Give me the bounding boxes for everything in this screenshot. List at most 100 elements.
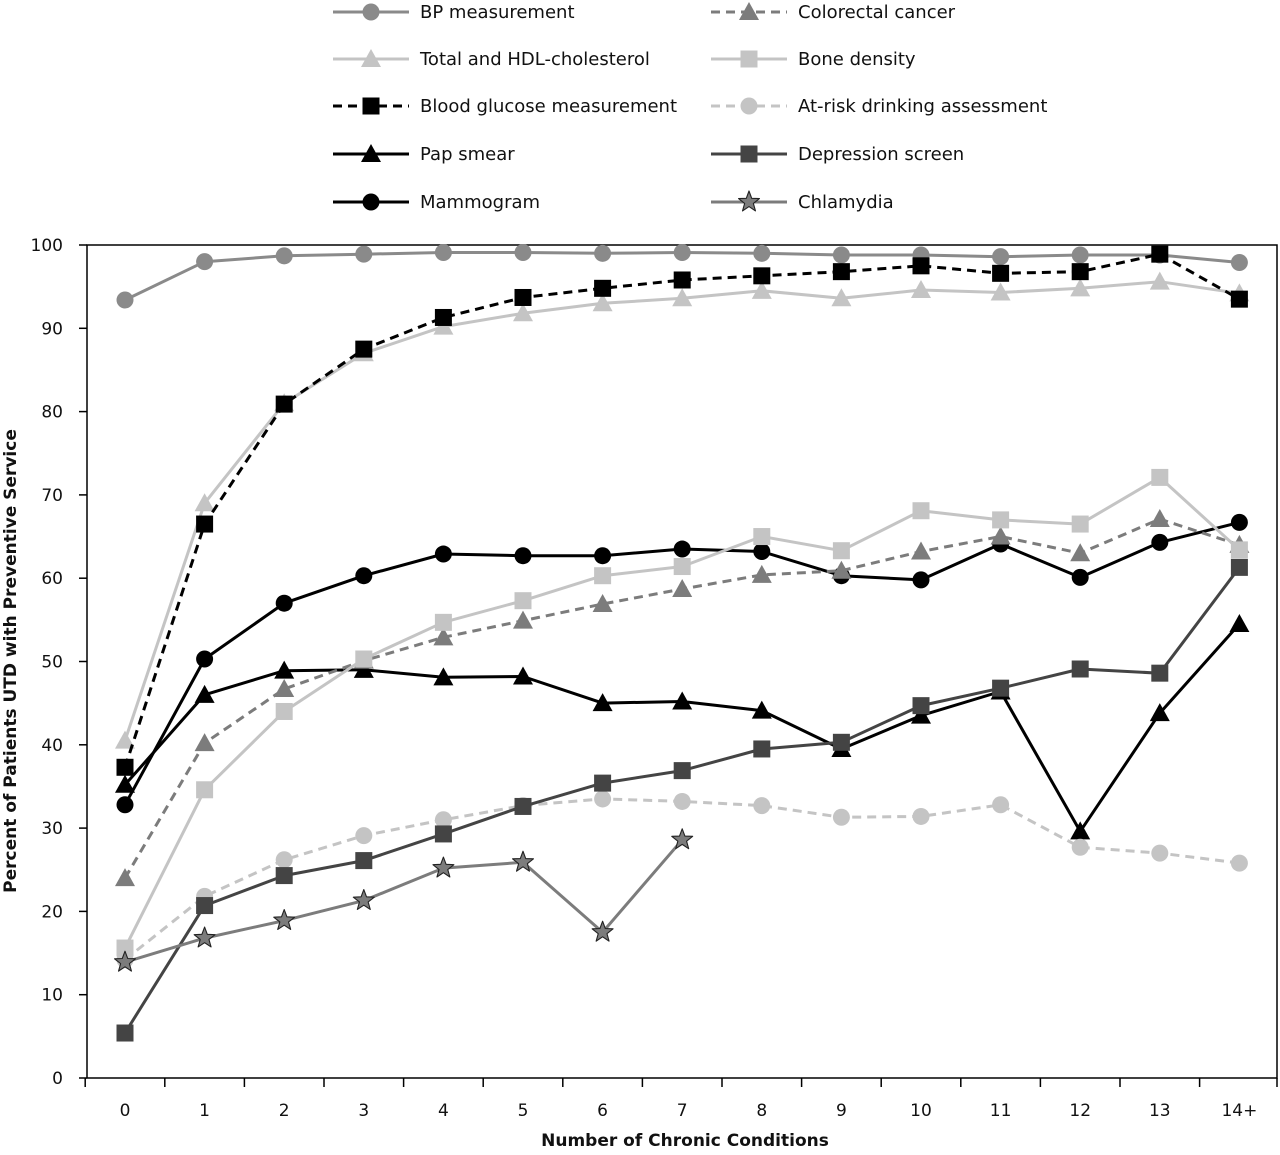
data-point-at-risk-drinking-assessment — [1230, 854, 1248, 872]
data-point-depression-screen — [912, 697, 930, 715]
data-point-depression-screen — [673, 762, 691, 780]
data-point-at-risk-drinking-assessment — [1151, 844, 1169, 862]
data-point-chlamydia — [113, 950, 137, 972]
y-tick-label: 10 — [41, 986, 63, 1006]
legend-entry-mammogram: Mammogram — [333, 192, 540, 213]
data-point-total-and-hdl-cholesterol — [1070, 278, 1091, 297]
data-point-total-and-hdl-cholesterol — [751, 280, 772, 299]
data-point-pap-smear — [353, 659, 374, 678]
data-point-at-risk-drinking-assessment — [275, 851, 293, 869]
data-point-pap-smear — [1070, 821, 1091, 840]
legend-marker — [740, 145, 758, 163]
data-point-bp-measurement — [1071, 246, 1089, 264]
x-tick-label: 14+ — [1221, 1101, 1257, 1121]
legend-label: Mammogram — [420, 192, 540, 213]
x-tick-label: 10 — [910, 1101, 932, 1121]
data-point-bp-measurement — [832, 246, 850, 264]
data-point-colorectal-cancer — [115, 868, 135, 887]
y-tick-label: 30 — [41, 819, 63, 839]
data-point-colorectal-cancer — [513, 610, 533, 629]
data-point-blood-glucose-measurement — [673, 271, 691, 289]
x-tick-label: 0 — [120, 1101, 131, 1121]
data-point-at-risk-drinking-assessment — [912, 807, 930, 825]
x-tick-label: 8 — [756, 1101, 767, 1121]
x-tick-label: 3 — [358, 1101, 369, 1121]
data-point-bone-density — [594, 567, 612, 585]
data-point-bone-density — [1230, 541, 1248, 559]
y-tick-label: 60 — [41, 569, 63, 589]
data-point-blood-glucose-measurement — [116, 758, 134, 776]
data-point-mammogram — [196, 650, 214, 668]
legend-marker — [740, 50, 758, 68]
data-point-total-and-hdl-cholesterol — [831, 288, 852, 307]
data-point-blood-glucose-measurement — [434, 308, 452, 326]
data-point-pap-smear — [672, 691, 693, 710]
data-point-bp-measurement — [992, 248, 1010, 266]
series-bp-measurement — [116, 243, 1248, 309]
data-point-total-and-hdl-cholesterol — [513, 303, 533, 322]
legend-marker — [362, 3, 380, 21]
data-point-total-and-hdl-cholesterol — [990, 282, 1011, 301]
x-tick-label: 7 — [677, 1101, 688, 1121]
data-point-mammogram — [355, 567, 373, 585]
data-point-at-risk-drinking-assessment — [673, 792, 691, 810]
data-point-pap-smear — [513, 666, 533, 685]
data-point-total-and-hdl-cholesterol — [115, 730, 135, 749]
data-point-bp-measurement — [1230, 253, 1248, 271]
data-point-at-risk-drinking-assessment — [832, 808, 850, 826]
series-line-at-risk-drinking-assessment — [124, 797, 1240, 961]
x-tick-label: 9 — [836, 1101, 847, 1121]
data-point-bp-measurement — [355, 245, 373, 263]
data-point-depression-screen — [434, 825, 452, 843]
data-point-blood-glucose-measurement — [912, 257, 930, 275]
data-point-blood-glucose-measurement — [753, 267, 771, 285]
y-tick-label: 90 — [41, 319, 63, 339]
data-point-mammogram — [434, 545, 452, 563]
data-point-at-risk-drinking-assessment — [1071, 838, 1089, 856]
legend-marker — [739, 2, 759, 20]
data-point-mammogram — [912, 571, 930, 589]
data-point-total-and-hdl-cholesterol — [194, 493, 215, 512]
series-layer — [113, 243, 1250, 1042]
data-point-depression-screen — [514, 797, 532, 815]
data-point-mammogram — [1151, 533, 1169, 551]
data-point-chlamydia — [193, 926, 216, 948]
data-point-bp-measurement — [116, 291, 134, 309]
data-point-pap-smear — [592, 693, 613, 712]
data-point-colorectal-cancer — [990, 526, 1011, 545]
data-point-bone-density — [275, 702, 293, 720]
data-point-mammogram — [673, 540, 691, 558]
data-point-bone-density — [912, 502, 930, 520]
data-point-bp-measurement — [753, 244, 771, 262]
x-tick-label: 4 — [438, 1101, 449, 1121]
data-point-at-risk-drinking-assessment — [355, 827, 373, 845]
x-tick-label: 1 — [199, 1101, 210, 1121]
legend-entry-bp-measurement: BP measurement — [333, 2, 575, 23]
y-tick-label: 70 — [41, 486, 63, 506]
x-tick-label: 5 — [518, 1101, 529, 1121]
data-point-depression-screen — [116, 1024, 134, 1042]
data-point-colorectal-cancer — [672, 579, 693, 598]
data-point-bone-density — [434, 613, 452, 631]
legend-entry-chlamydia: Chlamydia — [711, 190, 894, 213]
x-tick-label: 11 — [990, 1101, 1012, 1121]
data-point-bone-density — [355, 650, 373, 668]
data-point-blood-glucose-measurement — [992, 264, 1010, 282]
data-point-bone-density — [1071, 515, 1089, 533]
data-point-bone-density — [514, 592, 532, 610]
series-depression-screen — [116, 558, 1248, 1042]
data-point-blood-glucose-measurement — [196, 515, 214, 533]
data-point-depression-screen — [355, 852, 373, 870]
data-point-depression-screen — [992, 679, 1010, 697]
data-point-bone-density — [673, 558, 691, 576]
data-point-blood-glucose-measurement — [1151, 245, 1169, 263]
data-point-depression-screen — [196, 897, 214, 915]
data-point-colorectal-cancer — [911, 541, 931, 560]
data-point-bone-density — [116, 939, 134, 957]
data-point-colorectal-cancer — [831, 560, 852, 579]
data-point-blood-glucose-measurement — [514, 288, 532, 306]
data-point-depression-screen — [594, 774, 612, 792]
